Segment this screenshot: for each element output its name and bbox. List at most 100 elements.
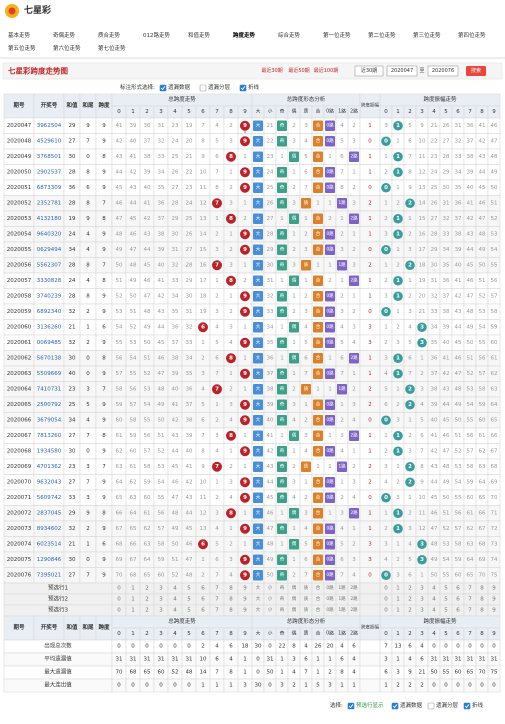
preselect-digit[interactable]: 1 [396,586,400,592]
preselect-digit[interactable]: 0 [117,597,121,603]
nav-tab[interactable]: 质合走势 [98,31,121,39]
preselect-digit[interactable]: 7 [468,586,472,592]
preselect-digit[interactable]: 5 [444,597,448,603]
preselect-digit[interactable]: 5 [187,586,191,592]
preselect-digit[interactable]: 6 [201,608,205,614]
preselect-digit[interactable]: 7 [215,586,219,592]
preselect-shape[interactable]: 大 [256,584,261,591]
preselect-shape[interactable]: 0路 [326,584,334,591]
nav-tab[interactable]: 第七位走势 [98,44,126,52]
preselect-shape[interactable]: 偶 [292,584,297,591]
preselect-shape[interactable]: 奇 [280,584,285,591]
from-input[interactable] [386,65,418,77]
preselect-digit[interactable]: 8 [229,608,233,614]
legend-option[interactable]: 遗漏分层 [436,701,459,709]
preselect-digit[interactable]: 3 [159,586,163,592]
preselect-digit[interactable]: 6 [201,597,205,603]
preselect-shape[interactable]: 合 [316,584,321,591]
preselect-shape[interactable]: 奇 [280,606,285,613]
legend-checkbox[interactable] [427,702,435,710]
legend-checkbox[interactable] [347,702,355,710]
preselect-digit[interactable]: 8 [229,597,233,603]
preselect-shape[interactable]: 质 [304,584,309,591]
preselect-shape[interactable]: 2路 [350,595,358,602]
legend-checkbox[interactable] [463,702,471,710]
preselect-digit[interactable]: 0 [117,586,121,592]
preselect-digit[interactable]: 4 [173,586,177,592]
preselect-digit[interactable]: 6 [456,586,460,592]
preselect-digit[interactable]: 6 [201,586,205,592]
preselect-digit[interactable]: 3 [159,608,163,614]
nav-tab[interactable]: 奇偶走势 [53,31,76,39]
preselect-shape[interactable]: 1路 [338,584,346,591]
to-input[interactable] [427,65,459,77]
preselect-shape[interactable]: 大 [256,606,261,613]
preselect-digit[interactable]: 6 [456,597,460,603]
nav-tab[interactable]: 和值走势 [188,31,211,39]
preselect-digit[interactable]: 2 [145,608,149,614]
nav-tab[interactable]: 第二位走势 [368,31,396,39]
preselect-digit[interactable]: 0 [117,608,121,614]
nav-tab[interactable]: 012路走势 [143,31,170,39]
preselect-digit[interactable]: 9 [492,586,496,592]
preselect-digit[interactable]: 9 [243,586,247,592]
preselect-shape[interactable]: 偶 [292,606,297,613]
preselect-shape[interactable]: 合 [316,595,321,602]
legend-option[interactable]: 预选行显示 [356,701,384,709]
preselect-digit[interactable]: 9 [243,608,247,614]
preselect-digit[interactable]: 7 [215,597,219,603]
preselect-shape[interactable]: 质 [304,595,309,602]
preselect-digit[interactable]: 7 [215,608,219,614]
preselect-digit[interactable]: 2 [408,608,412,614]
preselect-digit[interactable]: 0 [384,608,388,614]
preselect-digit[interactable]: 9 [492,597,496,603]
preselect-digit[interactable]: 8 [480,597,484,603]
nav-tab[interactable]: 第五位走势 [8,44,36,52]
preselect-digit[interactable]: 3 [420,586,424,592]
nav-tab[interactable]: 跨度走势 [233,31,256,39]
preselect-digit[interactable]: 1 [131,597,135,603]
marking-option[interactable]: 遗漏分层 [208,83,231,91]
preselect-digit[interactable]: 1 [396,608,400,614]
preselect-digit[interactable]: 7 [468,608,472,614]
nav-tab[interactable]: 基本走势 [8,31,31,39]
preselect-shape[interactable]: 1路 [338,606,346,613]
legend-checkbox[interactable] [391,702,399,710]
marking-checkbox[interactable] [159,84,167,92]
preselect-digit[interactable]: 1 [131,608,135,614]
legend-option[interactable]: 遗漏数据 [400,701,423,709]
marking-checkbox[interactable] [199,84,207,92]
nav-tab[interactable]: 第三位走势 [413,31,441,39]
preselect-shape[interactable]: 0路 [326,595,334,602]
preselect-digit[interactable]: 2 [145,586,149,592]
select-value[interactable]: 近30期 [361,67,377,74]
preselect-digit[interactable]: 1 [396,597,400,603]
preselect-digit[interactable]: 1 [131,586,135,592]
preselect-shape[interactable]: 2路 [350,584,358,591]
preselect-shape[interactable]: 奇 [280,595,285,602]
preselect-digit[interactable]: 0 [384,586,388,592]
preselect-digit[interactable]: 6 [456,608,460,614]
range-option[interactable]: 最近100期 [314,67,339,74]
legend-option[interactable]: 折线 [472,701,484,709]
preselect-shape[interactable]: 小 [268,584,273,591]
nav-tab[interactable]: 第六位走势 [53,44,81,52]
preselect-digit[interactable]: 3 [420,608,424,614]
preselect-digit[interactable]: 7 [468,597,472,603]
from-value[interactable]: 2020047 [391,68,413,74]
preselect-shape[interactable]: 合 [316,606,321,613]
preselect-digit[interactable]: 2 [408,597,412,603]
preselect-digit[interactable]: 5 [444,586,448,592]
marking-option[interactable]: 遗漏数据 [168,83,191,91]
nav-tab[interactable]: 综合走势 [278,31,301,39]
marking-checkbox[interactable] [239,84,247,92]
preselect-digit[interactable]: 4 [432,586,436,592]
preselect-digit[interactable]: 0 [384,597,388,603]
marking-option[interactable]: 折线 [248,83,260,91]
preselect-shape[interactable]: 偶 [292,595,297,602]
preselect-digit[interactable]: 8 [480,608,484,614]
select-box[interactable] [354,65,384,77]
to-value[interactable]: 2020076 [432,68,454,74]
preselect-shape[interactable]: 0路 [326,606,334,613]
preselect-digit[interactable]: 9 [243,597,247,603]
